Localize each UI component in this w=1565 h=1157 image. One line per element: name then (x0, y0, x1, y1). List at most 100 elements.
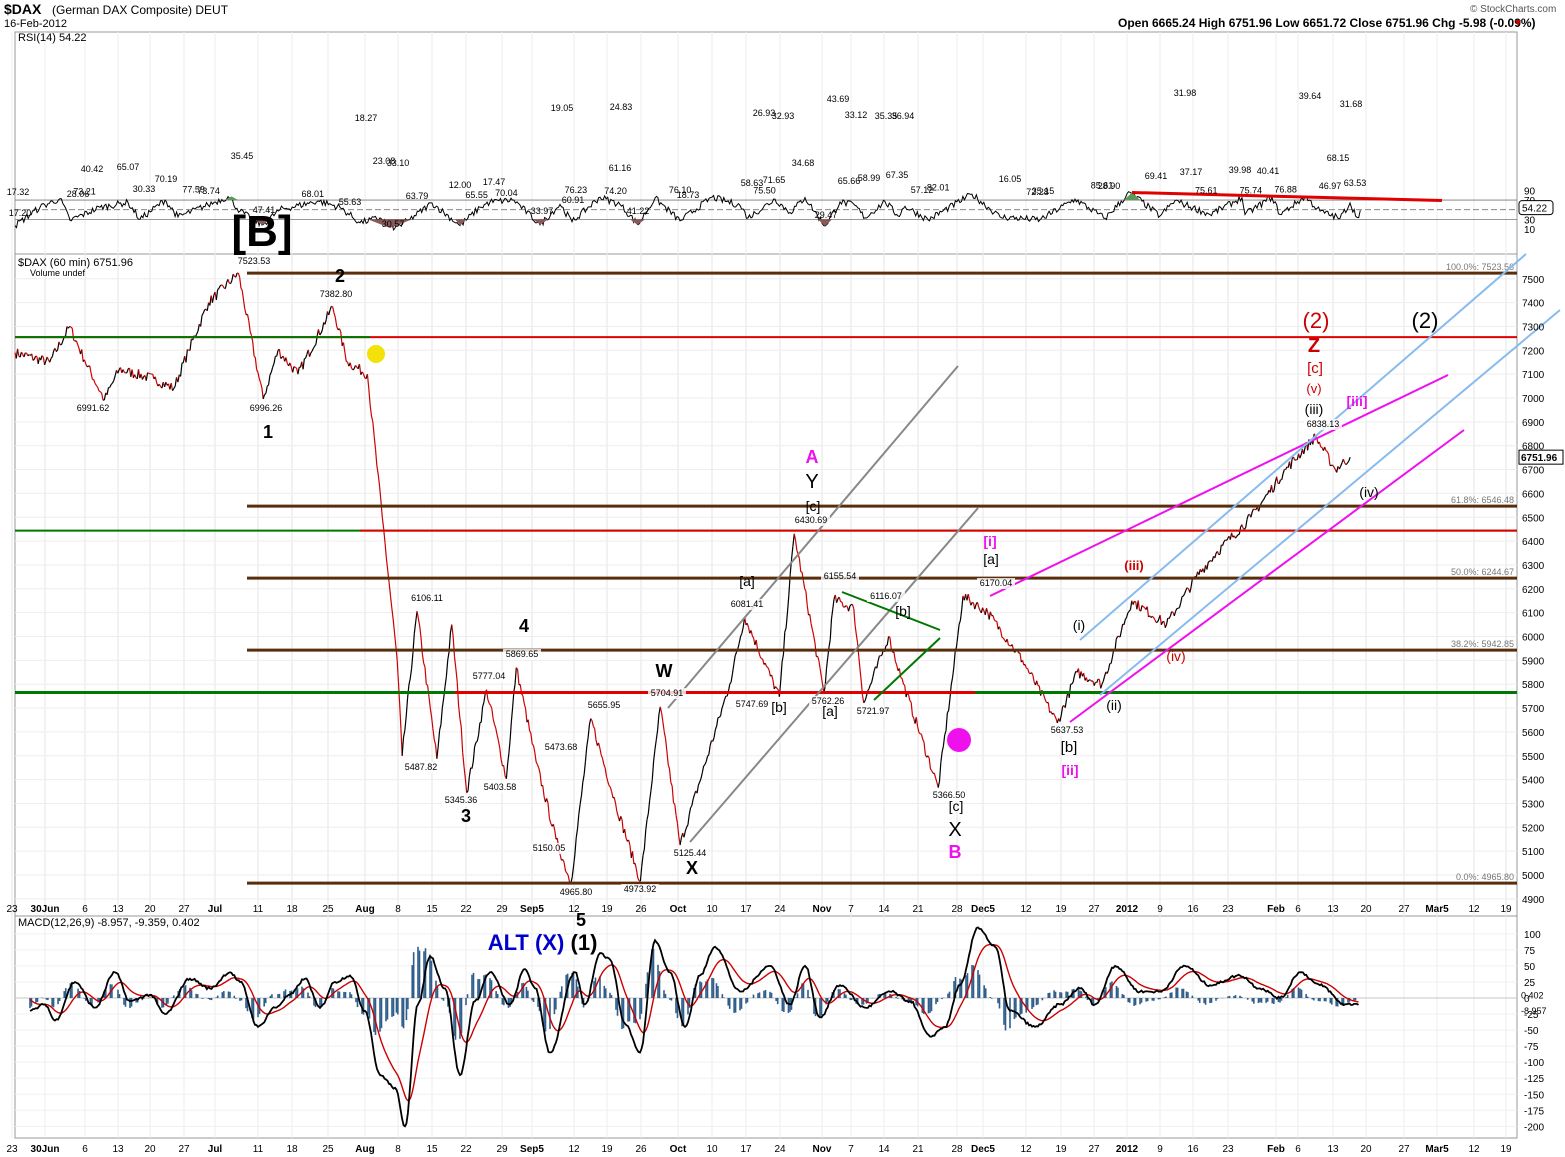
macd-tick-label: 0 (1524, 994, 1530, 1005)
wave-label: X (686, 858, 698, 878)
price-bar (231, 273, 234, 281)
wave-label: (2) (1412, 308, 1439, 333)
triangle-line (841, 591, 941, 631)
price-bar (500, 759, 503, 766)
price-bar (1132, 600, 1135, 605)
x-tick-label: 19 (601, 904, 613, 915)
price-bar (395, 645, 398, 661)
price-bar (355, 365, 358, 368)
price-bar (1104, 671, 1107, 677)
wave-label: [a] (822, 703, 838, 719)
price-bar (631, 851, 635, 864)
x-tick-label: 13 (112, 1144, 124, 1155)
price-bar (844, 605, 847, 608)
price-bar (1206, 562, 1209, 570)
price-bar (718, 715, 722, 718)
price-bar (772, 679, 775, 690)
price-bar (923, 742, 926, 755)
price-bar (928, 758, 932, 770)
price-bar (1140, 605, 1143, 612)
x-tick-label: 28 (951, 1144, 963, 1155)
price-bar (886, 636, 890, 646)
price-label-bg (1304, 419, 1342, 430)
price-bar (900, 677, 903, 680)
price-bar (368, 388, 371, 405)
price-bar (802, 580, 806, 589)
price-bar (591, 720, 594, 727)
price-bar (49, 358, 52, 363)
price-bar (471, 761, 474, 769)
price-bar (985, 608, 989, 613)
x-tick-label: 16 (1187, 904, 1199, 915)
price-bar (778, 680, 782, 697)
price-bar (1184, 589, 1187, 594)
price-point-label: 7523.53 (238, 256, 271, 266)
price-bar (122, 369, 125, 373)
y-tick-label: 6300 (1522, 561, 1545, 572)
price-bar (468, 767, 472, 777)
price-bar (232, 273, 235, 277)
price-bar (1096, 678, 1099, 683)
price-bar (1178, 602, 1182, 608)
price-bar (861, 695, 865, 703)
price-bar (645, 819, 648, 831)
price-bar (145, 372, 149, 381)
price-bar (832, 599, 835, 610)
price-bar (911, 715, 915, 719)
price-bar (775, 686, 778, 689)
price-bar (272, 363, 275, 368)
price-bar (1225, 538, 1229, 541)
macd-tick-label: -100 (1524, 1058, 1544, 1069)
y-tick-label: 5900 (1522, 656, 1545, 667)
x-tick-label: 22 (460, 1144, 472, 1155)
price-bar (328, 309, 331, 316)
wave-label: (iv) (1166, 648, 1185, 664)
rsi-value-label: 34.68 (792, 158, 815, 168)
x-tick-label: 8 (395, 904, 401, 915)
price-bar (32, 358, 35, 361)
price-point-label: 5473.68 (545, 742, 578, 752)
price-bar (1211, 556, 1215, 562)
wave-label: [a] (983, 551, 999, 567)
price-bar (547, 803, 550, 819)
price-point-label: 5721.97 (857, 706, 890, 716)
price-bar (376, 465, 379, 475)
x-tick-label: 22 (460, 904, 472, 915)
rsi-value-label: 28.90 (1098, 181, 1121, 191)
price-bar (514, 667, 517, 685)
price-bar (598, 742, 601, 749)
price-bar (552, 824, 556, 831)
price-bar (587, 724, 591, 738)
price-bar (584, 746, 588, 762)
wave-label: Z (1308, 335, 1320, 357)
price-bar (1167, 617, 1170, 620)
price-bar (404, 716, 407, 731)
price-bar (988, 611, 992, 620)
price-bar (588, 718, 592, 725)
price-bar (575, 828, 579, 838)
price-bar (535, 761, 539, 765)
price-bar (240, 287, 243, 291)
x-tick-label: Jul (208, 904, 223, 915)
price-bar (477, 722, 481, 736)
price-bar (297, 367, 300, 375)
price-bar (510, 707, 514, 722)
price-bar (106, 387, 109, 395)
price-bar (1346, 460, 1350, 464)
price-bar (696, 785, 699, 794)
price-bar (488, 703, 491, 706)
price-bar (746, 623, 750, 628)
price-bar (945, 712, 948, 731)
x-tick-label: 9 (1157, 1144, 1163, 1155)
price-bar (716, 717, 719, 727)
rsi-peak-label: 75.50 (753, 185, 776, 195)
price-bar (206, 302, 210, 311)
price-bar (230, 280, 233, 284)
x-tick-label: Oct (670, 1144, 687, 1155)
x-tick-label: 30Jun (31, 904, 60, 915)
price-bar (515, 667, 519, 670)
price-bar (863, 700, 866, 704)
price-bar (785, 612, 789, 628)
price-bar (976, 602, 980, 608)
price-bar (257, 372, 260, 379)
